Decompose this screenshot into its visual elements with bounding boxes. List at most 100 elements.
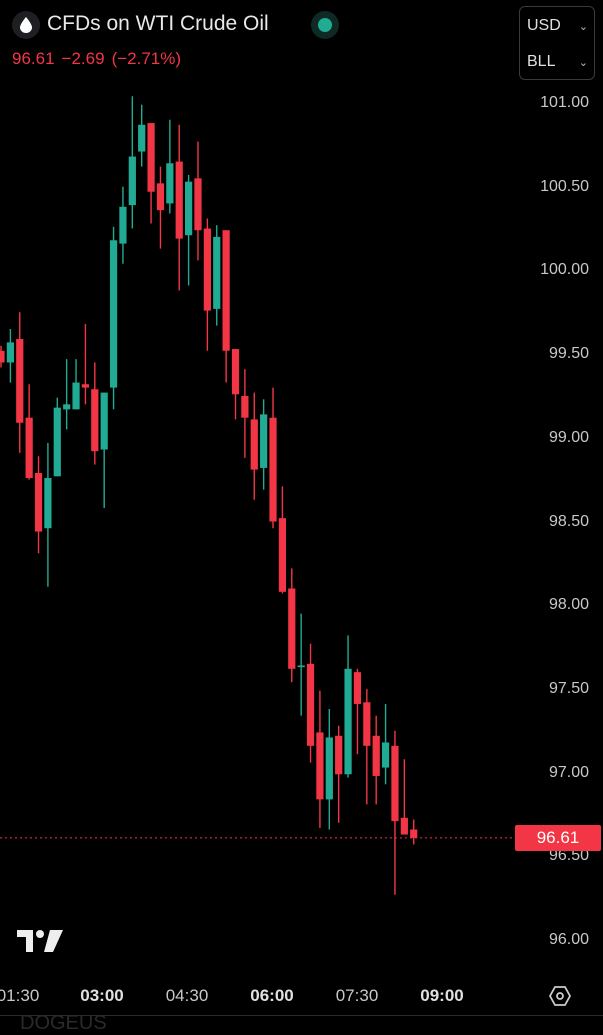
- candle: [269, 387, 277, 529]
- candle: [400, 759, 408, 835]
- unit-selector: USD ⌄ BLL ⌄: [519, 6, 595, 80]
- candle: [166, 119, 174, 214]
- candle: [185, 174, 193, 286]
- price-tick-label: 98.50: [548, 512, 589, 530]
- candle-body: [231, 349, 240, 395]
- candle-body: [241, 395, 249, 418]
- candle: [203, 218, 211, 351]
- candle: [0, 345, 5, 368]
- candle: [194, 141, 202, 261]
- candle-body: [363, 702, 371, 746]
- candle: [128, 96, 136, 229]
- candle: [34, 456, 43, 554]
- candle-body: [194, 178, 202, 231]
- candle: [353, 668, 362, 755]
- candle: [63, 359, 71, 430]
- price-tick-label: 98.00: [548, 596, 589, 614]
- candle: [381, 703, 390, 785]
- candle-body: [44, 477, 52, 529]
- unit-dropdown[interactable]: BLL ⌄: [527, 47, 588, 77]
- candle: [100, 392, 108, 509]
- candle: [410, 819, 418, 845]
- price-tick-label: 99.00: [548, 428, 589, 446]
- candle: [260, 399, 268, 490]
- candle: [25, 384, 33, 480]
- candle: [278, 486, 286, 594]
- candle-body: [335, 735, 343, 775]
- price-tick-label: 97.00: [548, 763, 589, 781]
- candle-body: [25, 417, 33, 478]
- candle: [91, 362, 99, 465]
- candle: [156, 166, 165, 249]
- symbol-title[interactable]: CFDs on WTI Crude Oil: [47, 12, 269, 35]
- candle: [325, 708, 333, 830]
- price-tick-label: 97.50: [548, 679, 589, 697]
- price-tick-label: 101.00: [540, 94, 589, 111]
- candle: [241, 369, 249, 458]
- candle: [16, 312, 24, 453]
- candle-body: [156, 183, 165, 211]
- currency-dropdown[interactable]: USD ⌄: [527, 11, 588, 41]
- time-tick-label: 04:30: [165, 986, 209, 1005]
- candle: [363, 688, 371, 805]
- candle: [288, 568, 296, 683]
- candle-body: [381, 742, 390, 768]
- settings-icon[interactable]: [548, 984, 572, 1008]
- footer-symbol-text: DOGEUS: [20, 1012, 107, 1034]
- candle-body: [250, 419, 258, 470]
- candle-body: [325, 737, 333, 800]
- candle: [222, 230, 230, 383]
- last-price: 96.61: [12, 49, 55, 68]
- candle: [316, 690, 324, 828]
- candle: [138, 104, 146, 167]
- unit-value: BLL: [527, 53, 556, 70]
- candle: [391, 730, 399, 895]
- time-tick-label: 06:00: [250, 986, 294, 1005]
- candle-body: [391, 745, 399, 822]
- currency-value: USD: [527, 17, 561, 34]
- candle-body: [306, 663, 315, 746]
- candle: [372, 715, 380, 805]
- price-tick-label: 96.00: [548, 931, 589, 948]
- time-tick-label: 09:00: [420, 986, 464, 1005]
- price-tick-label: 96.50: [548, 847, 589, 865]
- candle-body: [63, 404, 71, 410]
- candle-body: [400, 817, 408, 835]
- candle-body: [353, 672, 362, 704]
- candle-body: [53, 407, 61, 477]
- candle-body: [72, 382, 80, 410]
- candle-body: [6, 342, 14, 363]
- candle: [213, 225, 221, 326]
- candle-body: [344, 668, 352, 775]
- candle-body: [278, 518, 286, 592]
- price-change-percent: (−2.71%): [111, 49, 182, 68]
- candle-body: [34, 472, 43, 532]
- candle-body: [203, 228, 211, 311]
- candle: [119, 186, 127, 264]
- candle-body: [166, 163, 174, 204]
- market-open-dot-icon: [311, 11, 339, 39]
- tradingview-logo[interactable]: [17, 928, 63, 954]
- price-tick-label: 100.00: [540, 261, 589, 279]
- candle: [335, 725, 343, 823]
- candle: [44, 442, 52, 587]
- candle: [175, 124, 183, 291]
- candle-body: [269, 417, 277, 522]
- candle-body: [410, 829, 418, 838]
- chevron-down-icon: ⌄: [578, 56, 588, 69]
- candle: [231, 349, 240, 420]
- candle: [6, 328, 14, 383]
- price-tick-label: 100.50: [540, 177, 589, 195]
- price-tick-label: 99.50: [548, 345, 589, 363]
- divider: [0, 1015, 603, 1016]
- candle-body: [175, 161, 183, 239]
- candle-body: [316, 732, 324, 800]
- candle: [72, 359, 80, 410]
- candle-body: [0, 350, 5, 363]
- price-change: −2.69: [61, 49, 105, 68]
- candle-body: [128, 156, 136, 206]
- candle-body: [222, 230, 230, 351]
- candle-body: [147, 123, 155, 192]
- last-price-label: 96.61: [515, 825, 601, 851]
